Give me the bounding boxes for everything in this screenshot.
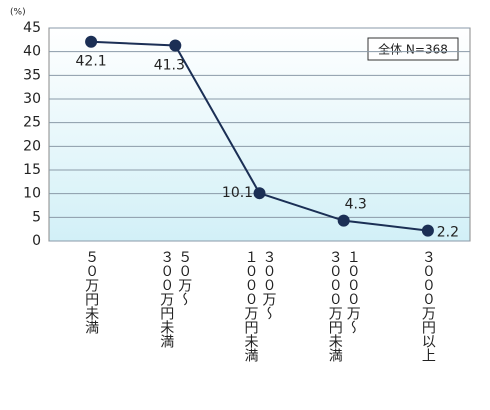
data-label: 42.1 (76, 54, 107, 70)
y-tick-label: 0 (32, 233, 41, 249)
x-tick-label: ５０万円未満 (83, 250, 100, 334)
y-tick-label: 35 (23, 67, 41, 83)
y-tick-label: 15 (23, 162, 41, 178)
x-tick-label: ５０万〜 ３００万円未満 (158, 250, 193, 348)
y-tick-label: 10 (23, 186, 41, 202)
x-tick-label: ３００万〜 １０００万円未満 (242, 250, 277, 362)
y-tick-label: 40 (23, 44, 41, 60)
annotation-box (367, 37, 459, 61)
annotation: 全体 N=368 (378, 42, 448, 57)
data-label: 2.2 (437, 225, 459, 241)
chart: (%) 全体 N=368 0 5 10 15 20 25 30 35 40 45 42.1 41.3 1… (10, 8, 471, 249)
data-label: 4.3 (345, 197, 367, 213)
point (169, 39, 182, 52)
y-tick-label: 25 (23, 115, 41, 131)
point (85, 35, 98, 48)
point (337, 214, 350, 227)
y-tick-label: 20 (23, 138, 41, 154)
data-label: 41.3 (154, 58, 185, 74)
point (421, 224, 434, 237)
x-tick-label: ３０００万円以上 (419, 250, 436, 362)
y-tick-label: 45 (23, 20, 41, 36)
data-label: 10.1 (222, 185, 253, 201)
y-tick-label: 5 (32, 209, 41, 225)
point (253, 187, 266, 200)
y-tick-label: 30 (23, 91, 41, 107)
y-unit: (%) (10, 8, 26, 18)
x-tick-label: １０００万〜 ３０００万円未満 (326, 250, 361, 362)
plot-area (48, 27, 471, 242)
